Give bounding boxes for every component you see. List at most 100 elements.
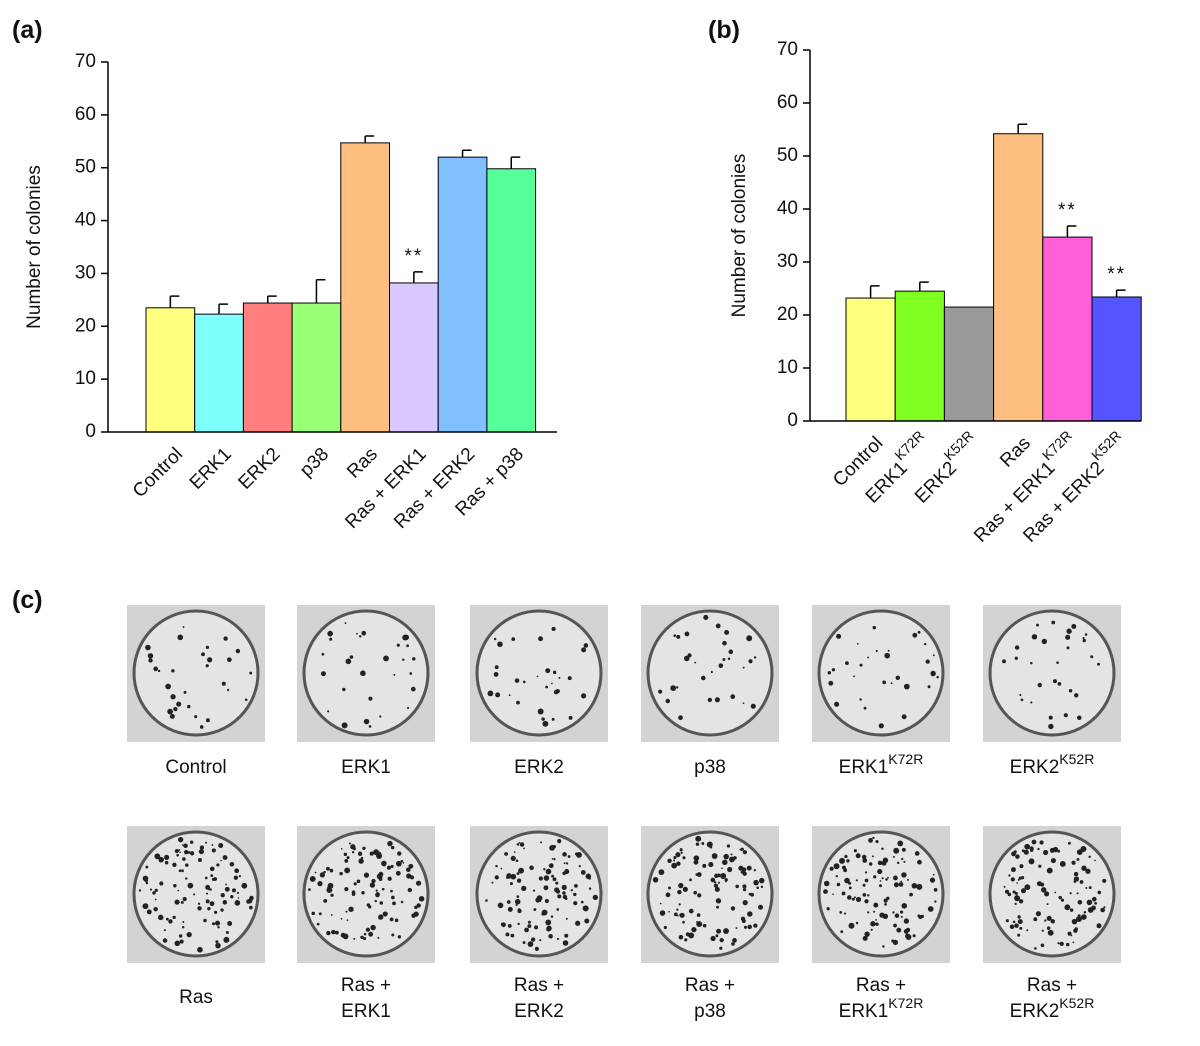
colony: [1014, 902, 1017, 906]
colony: [319, 872, 325, 878]
colony: [710, 670, 713, 674]
colony: [237, 897, 240, 899]
colony: [406, 644, 410, 648]
colony: [862, 935, 868, 941]
colony: [844, 854, 848, 859]
error-bar: [267, 295, 277, 304]
label-superscript: K72R: [892, 428, 928, 464]
colony: [682, 856, 686, 860]
colony: [400, 900, 404, 904]
error-bar: [1017, 123, 1028, 134]
colony: [893, 875, 898, 881]
colony: [693, 859, 699, 865]
colony: [901, 872, 907, 878]
colony: [1065, 634, 1071, 640]
colony: [659, 910, 666, 916]
colony: [696, 913, 701, 917]
error-bar: [869, 285, 880, 299]
colony: [164, 860, 169, 865]
colony: [848, 886, 852, 890]
error-bar: [169, 295, 180, 308]
colony: [414, 905, 418, 910]
colony: [911, 882, 918, 889]
plate-photo: [470, 826, 608, 963]
colony: [402, 862, 405, 864]
colony: [720, 873, 727, 880]
colony: [400, 859, 404, 863]
colony: [543, 885, 549, 891]
colony: [1070, 934, 1073, 937]
colony: [678, 715, 683, 721]
colony: [173, 706, 178, 712]
colony: [374, 899, 377, 903]
colony: [862, 883, 866, 887]
colony: [415, 880, 422, 886]
x-tick-label: ERK2: [234, 444, 284, 494]
colony: [514, 678, 520, 683]
colony: [233, 875, 239, 880]
colony: [390, 845, 395, 850]
colony: [205, 718, 210, 723]
colony: [1085, 887, 1088, 889]
colony: [652, 876, 659, 883]
colony: [205, 841, 208, 844]
colony: [867, 656, 870, 659]
colony: [696, 920, 698, 923]
colony: [552, 670, 557, 675]
colony: [900, 880, 903, 883]
label-text: ERK1: [186, 444, 236, 494]
colony: [719, 946, 723, 950]
colony: [840, 930, 844, 934]
colony: [506, 876, 509, 879]
colony: [722, 640, 727, 646]
colony: [1046, 867, 1053, 874]
colony: [345, 658, 352, 665]
colony: [742, 702, 745, 705]
colony: [864, 878, 869, 883]
colony: [1066, 646, 1070, 650]
colony: [1002, 659, 1006, 664]
plate-photo: [812, 605, 950, 742]
colony: [1041, 638, 1048, 645]
error-bar: [413, 271, 423, 283]
colony: [1069, 892, 1072, 895]
x-tick-label: Ras: [343, 444, 382, 483]
colony: [197, 858, 202, 862]
colony: [658, 689, 663, 694]
colony: [523, 847, 525, 850]
colony: [410, 686, 416, 692]
colony: [383, 864, 386, 867]
colony: [1082, 638, 1086, 643]
colony: [867, 894, 870, 897]
colony: [846, 895, 852, 900]
colony: [353, 882, 357, 886]
colony: [1040, 943, 1045, 948]
colony: [877, 860, 883, 866]
colony: [201, 652, 205, 657]
colony: [1100, 907, 1105, 913]
bar: [1091, 296, 1142, 422]
colony: [731, 942, 735, 946]
colony: [901, 847, 906, 852]
colony: [864, 931, 870, 937]
colony: [727, 657, 731, 661]
colony: [582, 905, 589, 912]
colony: [872, 836, 875, 840]
colony: [671, 862, 678, 869]
colony: [1014, 923, 1019, 928]
colony: [684, 631, 690, 637]
colony: [903, 683, 910, 690]
colony: [222, 855, 228, 860]
colony: [530, 937, 536, 942]
bar: [486, 168, 537, 433]
colony: [506, 900, 511, 904]
colony: [688, 908, 694, 914]
colony: [214, 910, 218, 914]
bar: [145, 307, 196, 433]
colony: [580, 870, 586, 875]
colony: [691, 926, 697, 933]
colony: [584, 918, 590, 924]
colony: [1016, 882, 1018, 884]
colony: [1081, 914, 1087, 920]
colony: [327, 710, 330, 713]
